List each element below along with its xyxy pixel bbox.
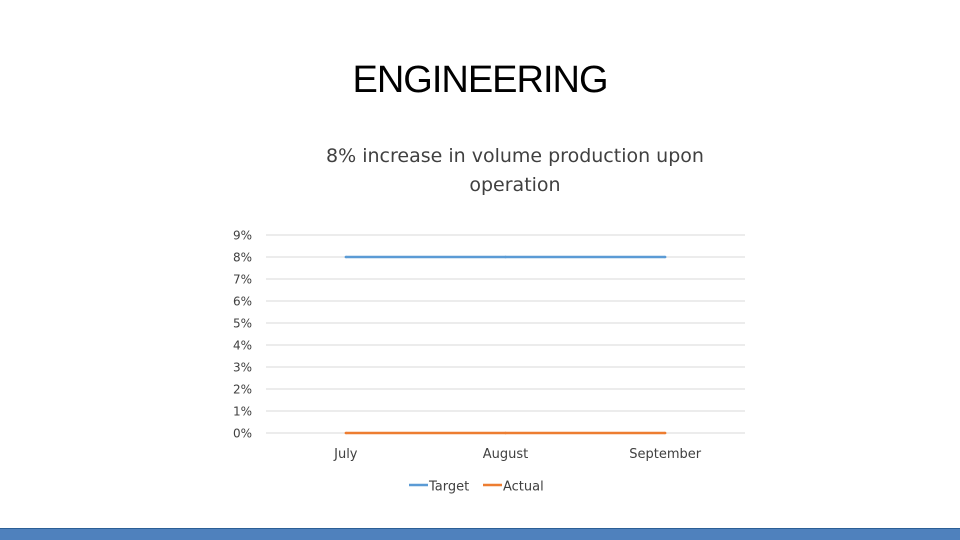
slide-title: ENGINEERING — [352, 59, 608, 101]
x-tick-label: September — [629, 447, 702, 462]
y-tick-label: 5% — [233, 317, 252, 331]
x-tick-label: July — [333, 447, 358, 462]
chart-title: 8% increase in volume production upon op… — [326, 145, 704, 196]
y-tick-label: 9% — [233, 229, 252, 243]
x-tick-label: August — [483, 447, 529, 462]
data-point-actual — [663, 431, 667, 435]
data-point-actual — [504, 431, 507, 435]
legend-label-actual: Actual — [503, 480, 544, 495]
y-tick-label: 8% — [233, 251, 252, 265]
data-point-target — [504, 255, 507, 259]
y-tick-label: 2% — [233, 383, 252, 397]
y-tick-label: 7% — [233, 273, 252, 287]
data-point-target — [344, 255, 348, 259]
data-point-target — [663, 255, 667, 259]
data-point-actual — [344, 431, 348, 435]
y-tick-label: 1% — [233, 405, 252, 419]
footer-band — [0, 528, 960, 540]
y-tick-label: 0% — [233, 427, 252, 441]
y-tick-label: 4% — [233, 339, 252, 353]
legend-label-target: Target — [428, 480, 469, 495]
y-tick-label: 6% — [233, 295, 252, 309]
y-tick-label: 3% — [233, 361, 252, 375]
